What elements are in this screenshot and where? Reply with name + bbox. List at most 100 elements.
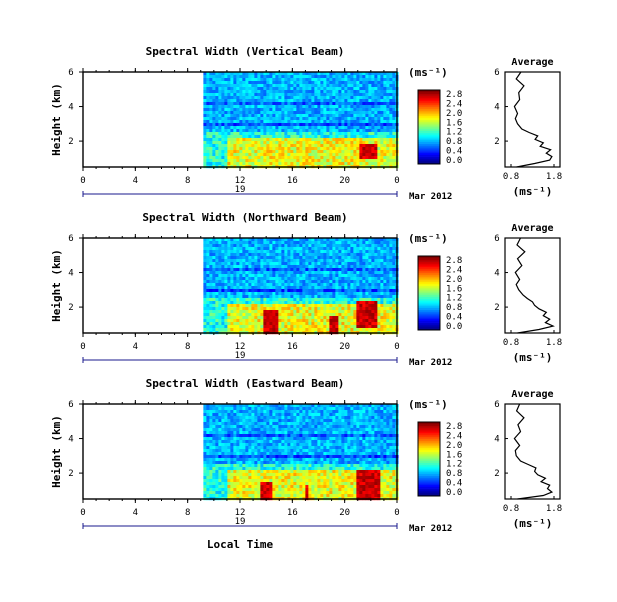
heatmap-cell bbox=[266, 325, 269, 328]
heatmap-cell bbox=[386, 250, 389, 253]
heatmap-cell bbox=[227, 292, 230, 295]
heatmap-cell bbox=[290, 135, 293, 138]
heatmap-cell bbox=[257, 280, 260, 283]
heatmap-cell bbox=[287, 102, 290, 105]
heatmap-cell bbox=[323, 286, 326, 289]
heatmap-cell bbox=[305, 156, 308, 159]
heatmap-cell bbox=[329, 322, 332, 325]
colorbar-band bbox=[418, 103, 440, 105]
heatmap-cell bbox=[347, 132, 350, 135]
heatmap-cell bbox=[362, 135, 365, 138]
heatmap-cell bbox=[356, 280, 359, 283]
heatmap-cell bbox=[230, 90, 233, 93]
heatmap-cell bbox=[344, 162, 347, 165]
heatmap-cell bbox=[248, 268, 251, 271]
heatmap-cell bbox=[269, 114, 272, 117]
heatmap-cell bbox=[233, 247, 236, 250]
heatmap-cell bbox=[215, 132, 218, 135]
heatmap-cell bbox=[254, 295, 257, 298]
heatmap-cell bbox=[392, 132, 395, 135]
heatmap-cell bbox=[245, 325, 248, 328]
heatmap-cell bbox=[224, 413, 227, 416]
heatmap-cell bbox=[374, 265, 377, 268]
heatmap-cell bbox=[347, 144, 350, 147]
heatmap bbox=[203, 404, 398, 500]
heatmap-cell bbox=[392, 253, 395, 256]
heatmap-cell bbox=[284, 419, 287, 422]
heatmap-cell bbox=[293, 87, 296, 90]
heatmap-cell bbox=[248, 111, 251, 114]
heatmap-cell bbox=[320, 159, 323, 162]
heatmap-cell bbox=[392, 241, 395, 244]
heatmap-cell bbox=[377, 250, 380, 253]
heatmap-cell bbox=[371, 132, 374, 135]
heatmap-cell bbox=[389, 307, 392, 310]
heatmap-cell bbox=[305, 271, 308, 274]
heatmap-cell bbox=[305, 114, 308, 117]
heatmap-cell bbox=[323, 138, 326, 141]
heatmap-cell bbox=[386, 316, 389, 319]
heatmap-cell bbox=[335, 138, 338, 141]
heatmap-cell bbox=[293, 262, 296, 265]
heatmap-cell bbox=[359, 105, 362, 108]
heatmap-cell bbox=[356, 156, 359, 159]
colorbar-band bbox=[418, 107, 440, 109]
heatmap-cell bbox=[365, 298, 368, 301]
heatmap-cell bbox=[251, 413, 254, 416]
heatmap-cell bbox=[248, 108, 251, 111]
heatmap-cell bbox=[242, 265, 245, 268]
heatmap-cell bbox=[266, 307, 269, 310]
heatmap-cell bbox=[284, 241, 287, 244]
heatmap-cell bbox=[356, 253, 359, 256]
heatmap-cell bbox=[254, 244, 257, 247]
heatmap-cell bbox=[386, 268, 389, 271]
colorbar-band bbox=[418, 125, 440, 127]
heatmap-cell bbox=[299, 313, 302, 316]
colorbar-band bbox=[418, 324, 440, 326]
heatmap-cell bbox=[377, 247, 380, 250]
heatmap-cell bbox=[311, 419, 314, 422]
heatmap-cell bbox=[362, 138, 365, 141]
heatmap-cell bbox=[314, 138, 317, 141]
heatmap-cell bbox=[239, 111, 242, 114]
heatmap-cell bbox=[305, 259, 308, 262]
heatmap-cell bbox=[236, 162, 239, 165]
heatmap-cell bbox=[356, 419, 359, 422]
heatmap-cell bbox=[323, 407, 326, 410]
heatmap-cell bbox=[365, 87, 368, 90]
heatmap-cell bbox=[215, 162, 218, 165]
heatmap-cell bbox=[365, 247, 368, 250]
heatmap-cell bbox=[266, 84, 269, 87]
heatmap-cell bbox=[284, 105, 287, 108]
heatmap-cell bbox=[218, 132, 221, 135]
heatmap-cell bbox=[296, 322, 299, 325]
heatmap-cell bbox=[317, 425, 320, 428]
heatmap-cell bbox=[374, 247, 377, 250]
heatmap-cell bbox=[314, 241, 317, 244]
heatmap-cell bbox=[317, 162, 320, 165]
heatmap-cell bbox=[293, 102, 296, 105]
heatmap-cell bbox=[302, 247, 305, 250]
heatmap-cell bbox=[314, 262, 317, 265]
heatmap-cell bbox=[287, 328, 290, 331]
heatmap-cell bbox=[266, 132, 269, 135]
heatmap-cell bbox=[233, 108, 236, 111]
heatmap-cell bbox=[347, 156, 350, 159]
heatmap-cell bbox=[302, 328, 305, 331]
heatmap-cell bbox=[209, 126, 212, 129]
heatmap-cell bbox=[389, 422, 392, 425]
x-tick-label: 0 bbox=[80, 342, 85, 352]
heatmap-cell bbox=[362, 410, 365, 413]
heatmap-cell bbox=[251, 108, 254, 111]
heatmap-cell bbox=[386, 256, 389, 259]
heatmap-cell bbox=[206, 289, 209, 292]
heatmap-cell bbox=[299, 413, 302, 416]
heatmap-cell bbox=[386, 156, 389, 159]
heatmap-cell bbox=[347, 247, 350, 250]
heatmap-cell bbox=[224, 244, 227, 247]
heatmap-cell bbox=[314, 93, 317, 96]
heatmap-cell bbox=[248, 419, 251, 422]
heatmap-cell bbox=[218, 428, 221, 431]
heatmap-cell bbox=[323, 422, 326, 425]
heatmap-cell bbox=[248, 259, 251, 262]
